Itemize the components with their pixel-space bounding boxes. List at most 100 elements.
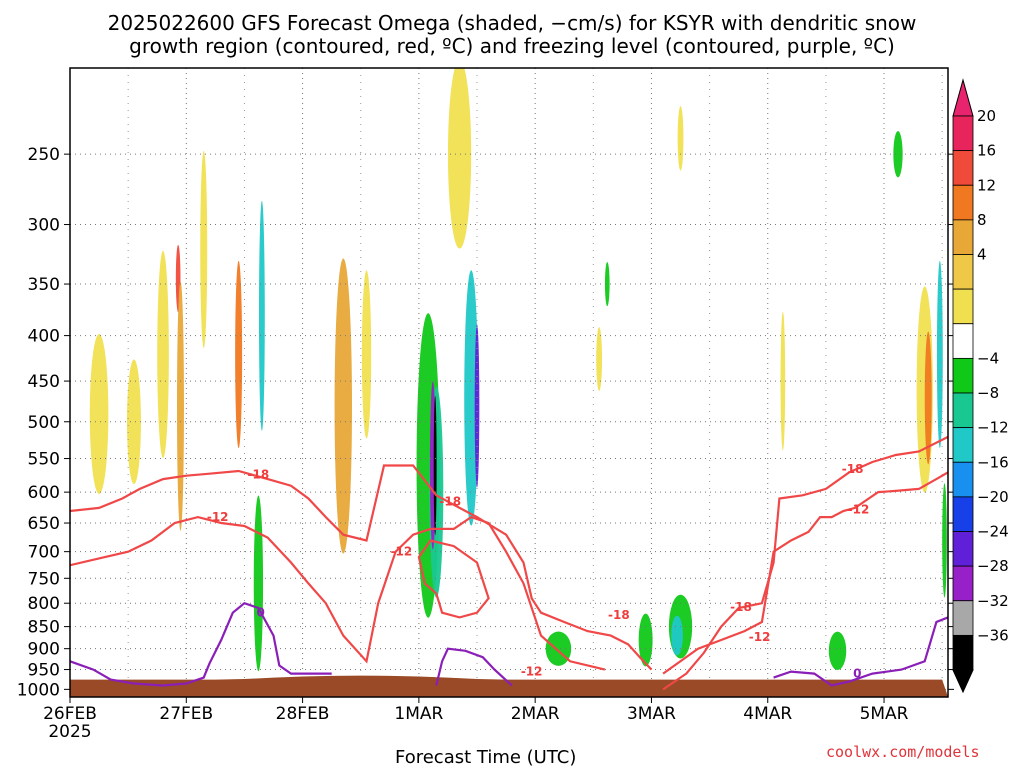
- contour-label-10: 0: [257, 606, 265, 620]
- colorbar-swatch-10: [952, 461, 974, 498]
- omega-shade-24: [677, 106, 684, 171]
- y-tick-label-350: 350: [28, 275, 60, 295]
- x-axis-ticks: 26FEB 27FEB 28FEB 1MAR 2MAR 3MAR 4MAR 5MAR 2025: [43, 697, 909, 742]
- red-contour-1: [70, 515, 606, 671]
- colorbar-swatch-3: [952, 219, 974, 255]
- y-tick-label-900: 900: [28, 640, 60, 660]
- x-tick-label-26FEB: 26FEB: [43, 704, 97, 724]
- x-tick-label-1MAR: 1MAR: [394, 704, 443, 724]
- omega-shade-5: [200, 150, 208, 349]
- omega-shade-1: [126, 359, 141, 485]
- y-axis-ticks: 2503003504004505005506006507007508008509…: [17, 145, 954, 700]
- contour-label-6: -18: [730, 600, 752, 614]
- x-tick-label-27FEB: 27FEB: [159, 704, 213, 724]
- contour-lines: [70, 435, 948, 691]
- omega-shade-23: [671, 615, 683, 656]
- omega-shade-20: [596, 327, 603, 391]
- colorbar-swatch-13: [952, 565, 974, 602]
- contour-label-3: -12: [391, 545, 413, 559]
- contour-label-4: -12: [521, 665, 543, 679]
- colorbar-label-12: −32: [977, 592, 1009, 610]
- colorbar-label-9: −20: [977, 488, 1009, 506]
- x-year-label: 2025: [48, 722, 91, 742]
- contour-label-5: -18: [608, 608, 630, 622]
- omega-shade-30: [936, 260, 943, 449]
- x-tick-label-5MAR: 5MAR: [860, 704, 909, 724]
- colorbar-top-arrow: [952, 78, 974, 117]
- y-tick-label-950: 950: [28, 661, 60, 681]
- omega-shade-18: [545, 631, 572, 666]
- y-tick-label-600: 600: [28, 483, 60, 503]
- colorbar-label-5: −4: [977, 349, 999, 367]
- colorbar-swatch-9: [952, 427, 974, 463]
- omega-shade-8: [258, 200, 265, 431]
- contour-label-9: -12: [848, 503, 870, 517]
- red-contour-2: [662, 435, 948, 691]
- omega-shade-7: [253, 495, 264, 672]
- y-tick-label-650: 650: [28, 514, 60, 534]
- colorbar-swatch-6: [952, 323, 974, 359]
- colorbar-swatch-15: [952, 634, 974, 671]
- omega-shade-14: [433, 395, 437, 536]
- chart-title-line-1: 2025022600 GFS Forecast Omega (shaded, −…: [108, 11, 917, 35]
- colorbar-swatch-4: [952, 254, 974, 290]
- colorbar-label-7: −12: [977, 419, 1009, 437]
- colorbar-swatch-5: [952, 288, 974, 325]
- y-tick-label-450: 450: [28, 372, 60, 392]
- contour-labels: -18 -12 -18 -12 -12 -18 -18 -12 -18 -12 0 0: [207, 462, 869, 681]
- colorbar-swatch-14: [952, 600, 974, 636]
- colorbar-swatch-0: [952, 115, 974, 152]
- x-tick-label-28FEB: 28FEB: [276, 704, 330, 724]
- plot-frame: [69, 67, 949, 698]
- ground-fill: [70, 675, 948, 697]
- omega-shade-25: [780, 311, 786, 451]
- omega-shade-26: [828, 631, 847, 671]
- colorbar-label-1: 16: [977, 142, 996, 160]
- omega-shading: [89, 68, 947, 672]
- omega-shade-29: [924, 331, 932, 465]
- y-tick-label-300: 300: [28, 216, 60, 236]
- y-tick-label-700: 700: [28, 543, 60, 563]
- colorbar-label-13: −36: [977, 626, 1009, 644]
- colorbar-bottom-arrow: [952, 669, 974, 694]
- x-axis-label: Forecast Time (UTC): [395, 747, 576, 768]
- omega-shade-6: [235, 260, 243, 449]
- red-contour-4: [417, 539, 490, 619]
- ground-below-surface: [70, 675, 948, 697]
- colorbar-label-10: −24: [977, 523, 1009, 541]
- y-tick-label-850: 850: [28, 618, 60, 638]
- colorbar-swatch-2: [952, 184, 974, 221]
- colorbar-swatch-11: [952, 496, 974, 532]
- colorbar-label-2: 12: [977, 176, 996, 194]
- credit-text: coolwx.com/models: [826, 743, 980, 761]
- colorbar-label-4: 4: [977, 246, 987, 264]
- y-tick-label-550: 550: [28, 450, 60, 470]
- y-tick-label-1000: 1000: [17, 680, 60, 700]
- omega-shade-19: [604, 261, 610, 307]
- colorbar-label-3: 8: [977, 211, 987, 229]
- contour-label-2: -18: [439, 495, 461, 509]
- x-tick-label-4MAR: 4MAR: [743, 704, 792, 724]
- y-tick-label-400: 400: [28, 327, 60, 347]
- x-tick-label-3MAR: 3MAR: [627, 704, 676, 724]
- contour-label-1: -12: [207, 510, 229, 524]
- contour-label-0: -18: [248, 467, 270, 481]
- y-tick-label-250: 250: [28, 145, 60, 165]
- omega-shade-16: [474, 324, 480, 488]
- omega-shade-27: [893, 130, 903, 178]
- purple-contour-0: [70, 601, 332, 687]
- purple-contour-2: [773, 616, 948, 687]
- colorbar-label-0: 20: [977, 107, 996, 125]
- contour-label-7: -12: [749, 630, 771, 644]
- purple-contour-1: [435, 647, 513, 687]
- colorbar-label-11: −28: [977, 557, 1009, 575]
- omega-shade-0: [89, 334, 109, 494]
- omega-shade-9: [334, 258, 353, 554]
- red-contour-0: [70, 464, 653, 671]
- y-tick-label-800: 800: [28, 594, 60, 614]
- omega-shade-17: [447, 68, 472, 249]
- colorbar-label-8: −16: [977, 453, 1009, 471]
- omega-shade-31: [942, 483, 947, 598]
